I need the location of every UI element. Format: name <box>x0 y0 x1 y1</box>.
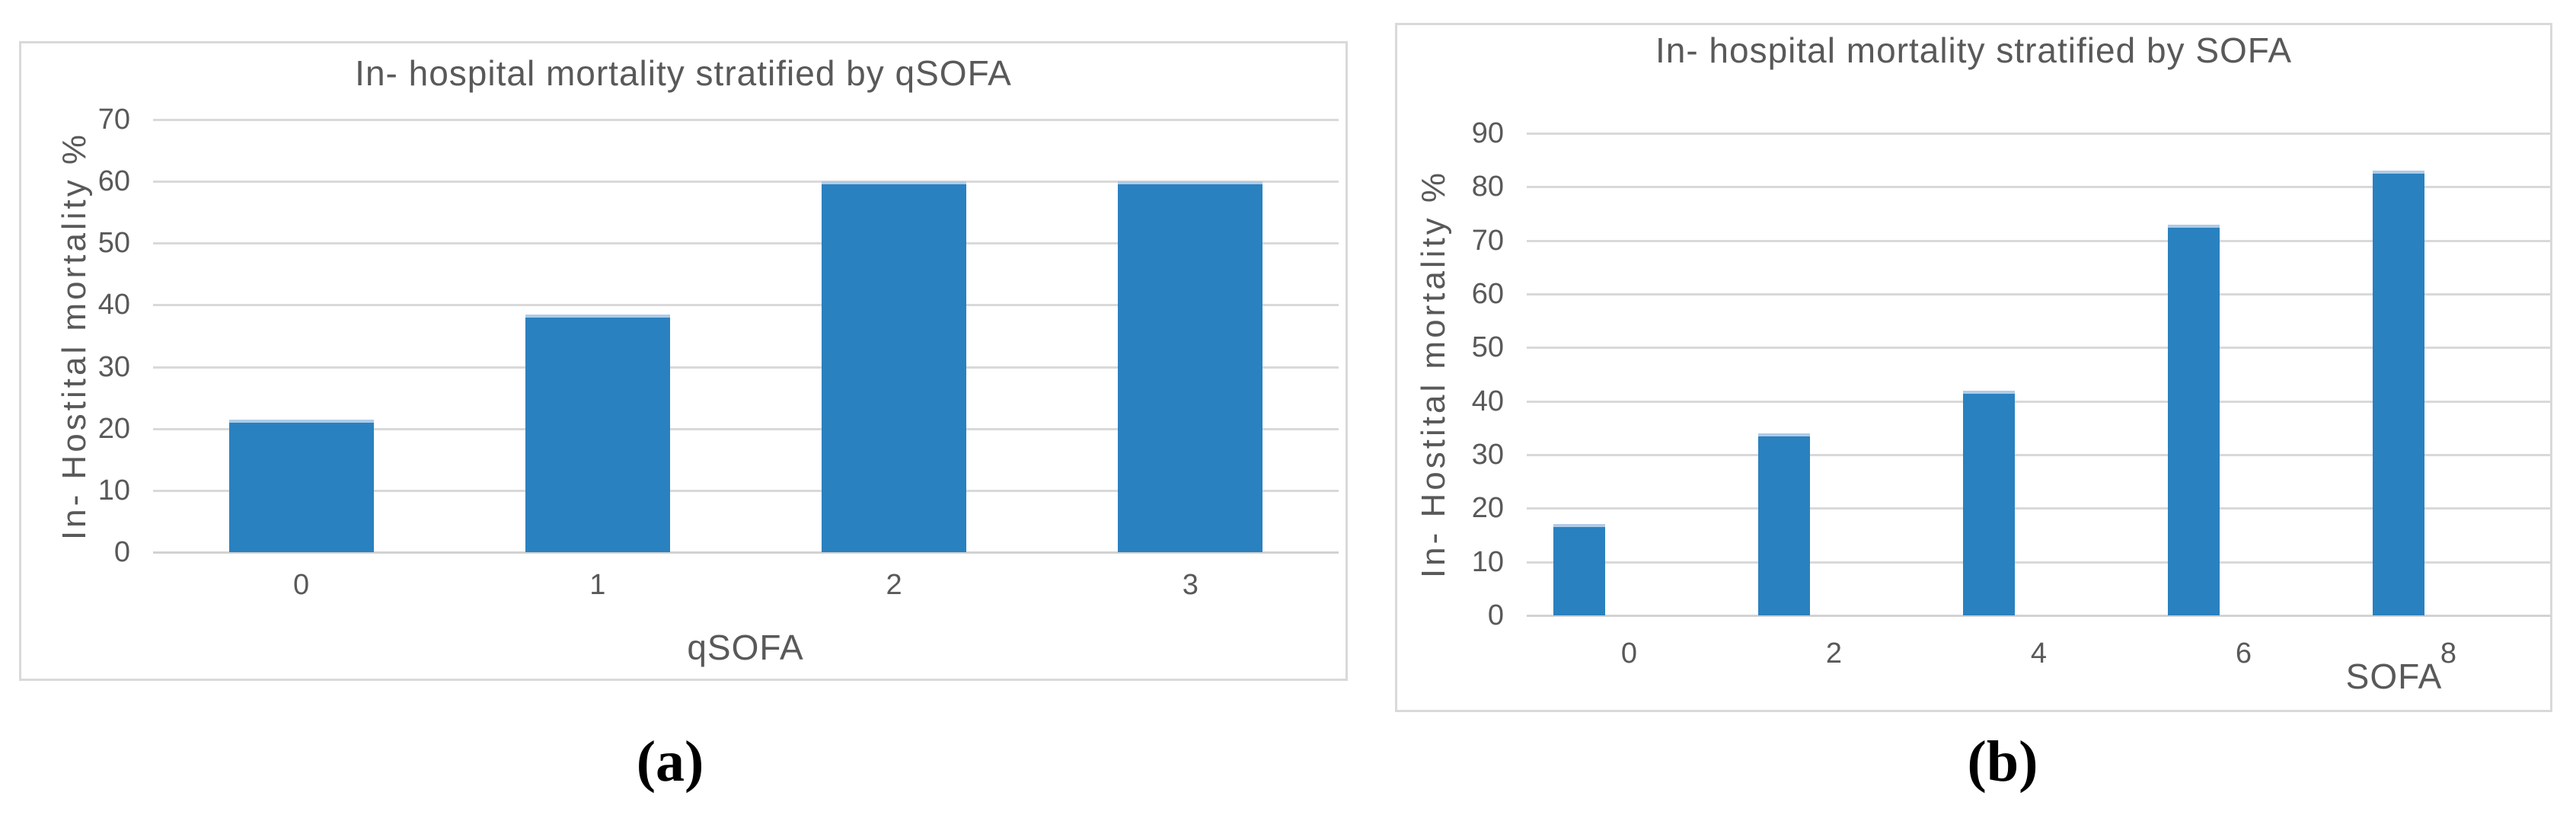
bar-0 <box>228 419 374 552</box>
gridline <box>1527 239 2551 242</box>
bar-2 <box>822 181 967 552</box>
x-tick-label: 0 <box>293 569 310 601</box>
y-tick-label: 50 <box>97 227 130 260</box>
x-tick-label: 4 <box>2030 637 2048 669</box>
y-tick-label: 10 <box>1471 545 1504 578</box>
gridline <box>1527 293 2551 296</box>
x-tick-label: 2 <box>1825 637 1843 669</box>
caption-a: (a) <box>636 730 704 794</box>
gridline <box>1527 507 2551 510</box>
y-tick-label: 30 <box>1471 439 1504 471</box>
gridline <box>153 119 1339 121</box>
bar-0 <box>1553 524 1605 615</box>
y-tick-label: 40 <box>1471 385 1504 417</box>
y-tick-label: 70 <box>1471 224 1504 257</box>
bar-2 <box>1757 433 1810 615</box>
bar-4 <box>1962 390 2015 615</box>
y-tick-label: 10 <box>97 474 130 506</box>
bar-3 <box>1118 181 1263 552</box>
bar-8 <box>2372 171 2424 615</box>
plot-area <box>1527 133 2551 617</box>
gridline <box>153 304 1339 307</box>
y-tick-label: 90 <box>1471 117 1504 149</box>
x-axis-baseline <box>153 551 1339 554</box>
y-tick-label: 70 <box>97 104 130 136</box>
chart-panel-qsofa: In- hospital mortality stratified by qSO… <box>19 41 1348 681</box>
chart-title: In- hospital mortality stratified by SOF… <box>1655 30 2293 70</box>
gridline <box>153 489 1339 492</box>
y-tick-label: 0 <box>1487 599 1504 631</box>
caption-b: (b) <box>1967 730 2038 794</box>
gridline <box>153 242 1339 245</box>
gridline <box>153 366 1339 369</box>
gridline <box>1527 454 2551 456</box>
x-axis-baseline <box>1527 615 2551 617</box>
gridline <box>153 181 1339 184</box>
gridline <box>1527 133 2551 135</box>
y-tick-label: 80 <box>1471 171 1504 203</box>
y-tick-label: 30 <box>97 350 130 383</box>
x-tick-label: 3 <box>1182 569 1199 601</box>
x-axis-title: SOFA <box>2345 657 2443 696</box>
y-tick-label: 20 <box>1471 492 1504 525</box>
y-tick-label: 40 <box>97 289 130 321</box>
gridline <box>1527 347 2551 350</box>
gridline <box>1527 561 2551 564</box>
y-tick-label: 60 <box>97 165 130 198</box>
plot-area <box>153 119 1339 554</box>
x-tick-label: 2 <box>886 569 902 601</box>
x-axis-title: qSOFA <box>687 628 804 667</box>
x-tick-label: 1 <box>589 569 606 601</box>
x-tick-label: 8 <box>2440 637 2457 669</box>
chart-panel-sofa: In- hospital mortality stratified by SOF… <box>1395 23 2552 712</box>
gridline <box>153 427 1339 430</box>
y-tick-label: 0 <box>113 536 130 568</box>
bar-6 <box>2167 224 2220 615</box>
bar-1 <box>525 314 670 552</box>
x-tick-label: 6 <box>2235 637 2252 669</box>
y-tick-label: 60 <box>1471 278 1504 310</box>
y-tick-label: 20 <box>97 412 130 445</box>
y-tick-label: 50 <box>1471 331 1504 364</box>
gridline <box>1527 186 2551 189</box>
chart-title: In- hospital mortality stratified by qSO… <box>355 53 1012 93</box>
x-tick-label: 0 <box>1620 637 1638 669</box>
gridline <box>1527 400 2551 403</box>
